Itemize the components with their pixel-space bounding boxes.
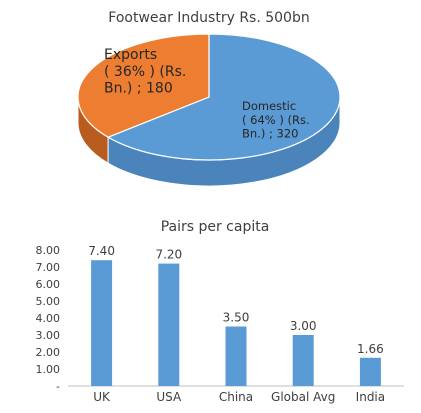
bar-china bbox=[225, 326, 247, 386]
domestic-slice-label: Domestic( 64% ) (Rs. Bn.) ; 320 bbox=[242, 99, 310, 141]
x-tick-label: USA bbox=[156, 390, 182, 404]
x-tick-label: India bbox=[356, 390, 385, 404]
domestic-slice bbox=[106, 33, 341, 161]
bar-chart-title: Pairs per capita bbox=[161, 219, 270, 235]
y-tick-label: 3.00 bbox=[36, 329, 61, 342]
pairs-per-capita-bar-chart: Pairs per capita - 1.00 2.00 3.00 4.00 5.00 6.… bbox=[36, 219, 404, 404]
bar-india bbox=[359, 357, 381, 386]
bar-data-label: 1.66 bbox=[357, 342, 384, 356]
y-tick-label: 4.00 bbox=[36, 312, 61, 325]
y-tick-label: 7.00 bbox=[36, 261, 61, 274]
bar-usa bbox=[158, 263, 180, 386]
bar-data-label: 3.00 bbox=[290, 319, 317, 333]
bar-data-label: 3.50 bbox=[223, 311, 250, 325]
bar-data-label: 7.40 bbox=[88, 244, 115, 258]
exports-slice bbox=[77, 33, 210, 138]
bar-uk bbox=[91, 260, 113, 386]
y-tick-label: 6.00 bbox=[36, 278, 61, 291]
y-tick-label: 8.00 bbox=[36, 244, 61, 257]
x-tick-label: Global Avg bbox=[271, 390, 335, 404]
x-tick-label: China bbox=[219, 390, 253, 404]
y-tick-label: 1.00 bbox=[36, 363, 61, 376]
bar-global-avg bbox=[292, 335, 314, 386]
y-tick-label: 2.00 bbox=[36, 346, 61, 359]
pie-chart-title: Footwear Industry Rs. 500bn bbox=[108, 10, 309, 26]
footwear-pie-chart: Footwear Industry Rs. 500bn Domestic( 64… bbox=[77, 10, 341, 187]
y-tick-label: - bbox=[56, 380, 60, 393]
y-tick-label: 5.00 bbox=[36, 295, 61, 308]
bar-data-label: 7.20 bbox=[155, 248, 182, 262]
x-tick-label: UK bbox=[93, 390, 111, 404]
exports-slice-label: Exports( 36% ) (Rs. Bn.) ; 180 bbox=[104, 47, 186, 97]
